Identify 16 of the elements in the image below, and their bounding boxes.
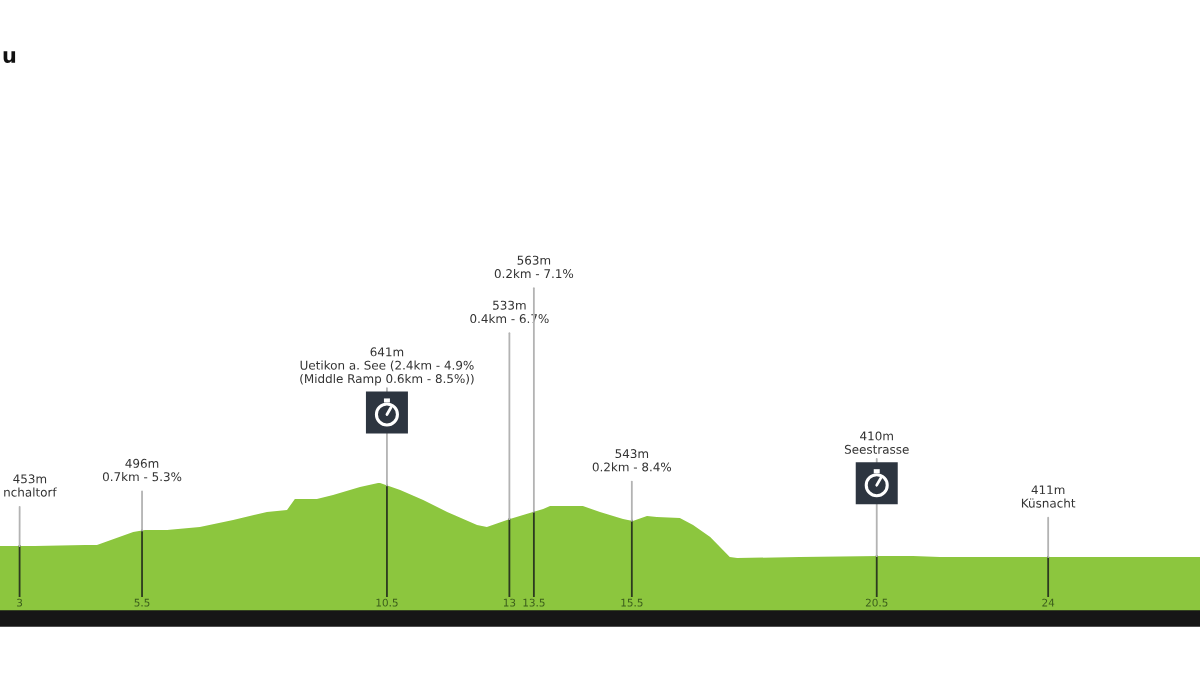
x-tick-label: 24 [1042,598,1055,607]
x-tick-label: 15.5 [621,598,643,607]
annotation: 453m nchaltorf [4,474,57,497]
x-tick-label: 13 [503,598,516,607]
x-tick-label: 10.5 [376,598,398,607]
annotation: 563m 0.2km - 7.1% [494,255,574,279]
x-tick-label: 13.5 [523,598,545,607]
chart-title: u [3,51,16,64]
x-tick-label: 3 [17,598,23,607]
annotation: 410m Seestrasse [844,431,909,454]
annotation: 641m Uetikon a. See (2.4km - 4.9% (Middle Ramp 0.6km - 8.5%)) [300,347,474,386]
annotation: 543m 0.2km - 8.4% [592,449,672,472]
annotation: 496m 0.7km - 5.3% [102,458,182,482]
annotation: 411m Küsnacht [1021,485,1076,508]
x-tick-label: 20.5 [865,598,888,607]
x-tick-label: 5.5 [134,598,150,607]
